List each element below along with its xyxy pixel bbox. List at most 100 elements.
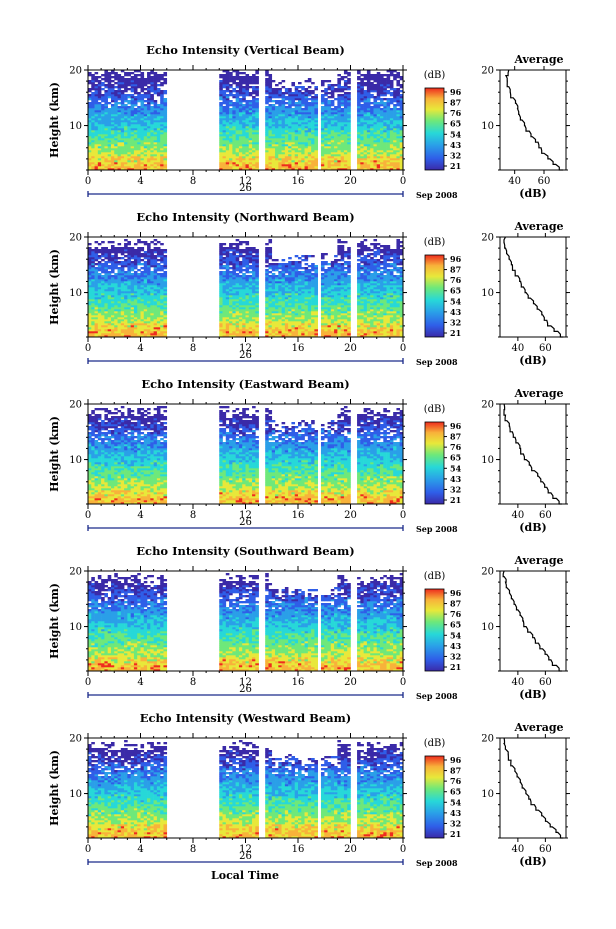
- heatmap-cell: [107, 333, 112, 336]
- heatmap-cell: [363, 148, 368, 151]
- heatmap-cell: [396, 162, 401, 165]
- heatmap-cell: [94, 275, 99, 278]
- heatmap-cell: [245, 267, 250, 270]
- heatmap-cell: [163, 78, 168, 81]
- heatmap-cell: [389, 86, 394, 89]
- heatmap-cell: [229, 271, 233, 274]
- heatmap-cell: [88, 249, 92, 252]
- heatmap-cell: [88, 283, 92, 286]
- heatmap-cell: [380, 162, 384, 165]
- heatmap-cell: [229, 319, 233, 322]
- heatmap-cell: [110, 150, 115, 153]
- heatmap-cell: [120, 331, 125, 334]
- heatmap-cell: [304, 112, 309, 115]
- heatmap-cell: [360, 106, 364, 109]
- heatmap-cell: [156, 287, 161, 290]
- heatmap-cell: [324, 142, 328, 145]
- heatmap-cell: [107, 122, 112, 125]
- heatmap-cell: [222, 253, 227, 256]
- heatmap-cell: [107, 140, 112, 143]
- heatmap-cell: [88, 279, 92, 282]
- heatmap-cell: [393, 74, 397, 77]
- heatmap-cell: [357, 168, 361, 171]
- heatmap-cell: [130, 138, 135, 141]
- heatmap-cell: [143, 108, 148, 111]
- heatmap-cell: [120, 158, 125, 161]
- heatmap-cell: [376, 84, 381, 87]
- heatmap-cell: [88, 138, 92, 141]
- heatmap-cell: [383, 152, 387, 155]
- heatmap-cell: [163, 140, 168, 143]
- heatmap-cell: [304, 116, 309, 119]
- heatmap-cell: [117, 333, 122, 336]
- heatmap-cell: [324, 108, 328, 111]
- heatmap-cell: [94, 108, 99, 111]
- heatmap-cell: [120, 80, 125, 83]
- heatmap-cell: [104, 269, 108, 272]
- heatmap-cell: [120, 301, 125, 304]
- heatmap-cell: [291, 100, 296, 103]
- heatmap-cell: [94, 287, 99, 290]
- heatmap-cell: [343, 168, 348, 171]
- heatmap-cell: [370, 168, 374, 171]
- heatmap-cell: [222, 112, 227, 115]
- heatmap-cell: [248, 307, 253, 310]
- heatmap-cell: [94, 106, 99, 109]
- heatmap-cell: [291, 126, 296, 129]
- heatmap-cell: [268, 78, 273, 81]
- heatmap-cell: [242, 293, 246, 296]
- heatmap-cell: [143, 134, 148, 137]
- heatmap-cell: [120, 90, 125, 93]
- heatmap-cell: [242, 303, 246, 306]
- heatmap-cell: [120, 104, 125, 107]
- heatmap-cell: [298, 168, 302, 171]
- heatmap-cell: [252, 319, 256, 322]
- heatmap-cell: [304, 136, 309, 139]
- heatmap-cell: [235, 305, 240, 308]
- heatmap-cell: [265, 142, 269, 145]
- heatmap-cell: [235, 255, 240, 258]
- heatmap-cell: [156, 327, 161, 330]
- heatmap-cell: [219, 128, 223, 131]
- heatmap-cell: [222, 249, 227, 252]
- heatmap-cell: [255, 104, 259, 107]
- heatmap-cell: [133, 317, 138, 320]
- heatmap-cell: [255, 106, 259, 109]
- heatmap-cell: [140, 142, 145, 145]
- heatmap-cell: [97, 327, 102, 330]
- heatmap-cell: [399, 110, 404, 113]
- heatmap-cell: [376, 158, 381, 161]
- heatmap-cell: [278, 138, 282, 141]
- heatmap-cell: [265, 82, 269, 85]
- heatmap-cell: [150, 259, 154, 262]
- heatmap-cell: [245, 88, 250, 91]
- heatmap-cell: [133, 263, 138, 266]
- heatmap-cell: [294, 126, 299, 129]
- heatmap-cell: [343, 132, 348, 135]
- heatmap-cell: [252, 126, 256, 129]
- heatmap-cell: [153, 299, 158, 302]
- heatmap-cell: [347, 102, 351, 105]
- heatmap-cell: [143, 303, 148, 306]
- heatmap-cell: [104, 112, 108, 115]
- heatmap-cell: [340, 118, 345, 121]
- heatmap-cell: [366, 126, 371, 129]
- heatmap-cell: [242, 76, 246, 79]
- heatmap-cell: [320, 90, 325, 93]
- heatmap-cell: [245, 86, 250, 89]
- heatmap-cell: [265, 144, 269, 147]
- heatmap-cell: [153, 301, 158, 304]
- heatmap-cell: [248, 331, 253, 334]
- heatmap-cell: [281, 108, 286, 111]
- heatmap-cell: [97, 269, 102, 272]
- heatmap-cell: [137, 331, 141, 334]
- heatmap-cell: [140, 319, 145, 322]
- heatmap-cell: [101, 160, 105, 163]
- heatmap-cell: [396, 108, 401, 111]
- heatmap-cell: [363, 114, 368, 117]
- heatmap-cell: [330, 136, 335, 139]
- heatmap-cell: [324, 120, 328, 123]
- heatmap-cell: [232, 138, 236, 141]
- heatmap-cell: [130, 285, 135, 288]
- heatmap-cell: [357, 160, 361, 163]
